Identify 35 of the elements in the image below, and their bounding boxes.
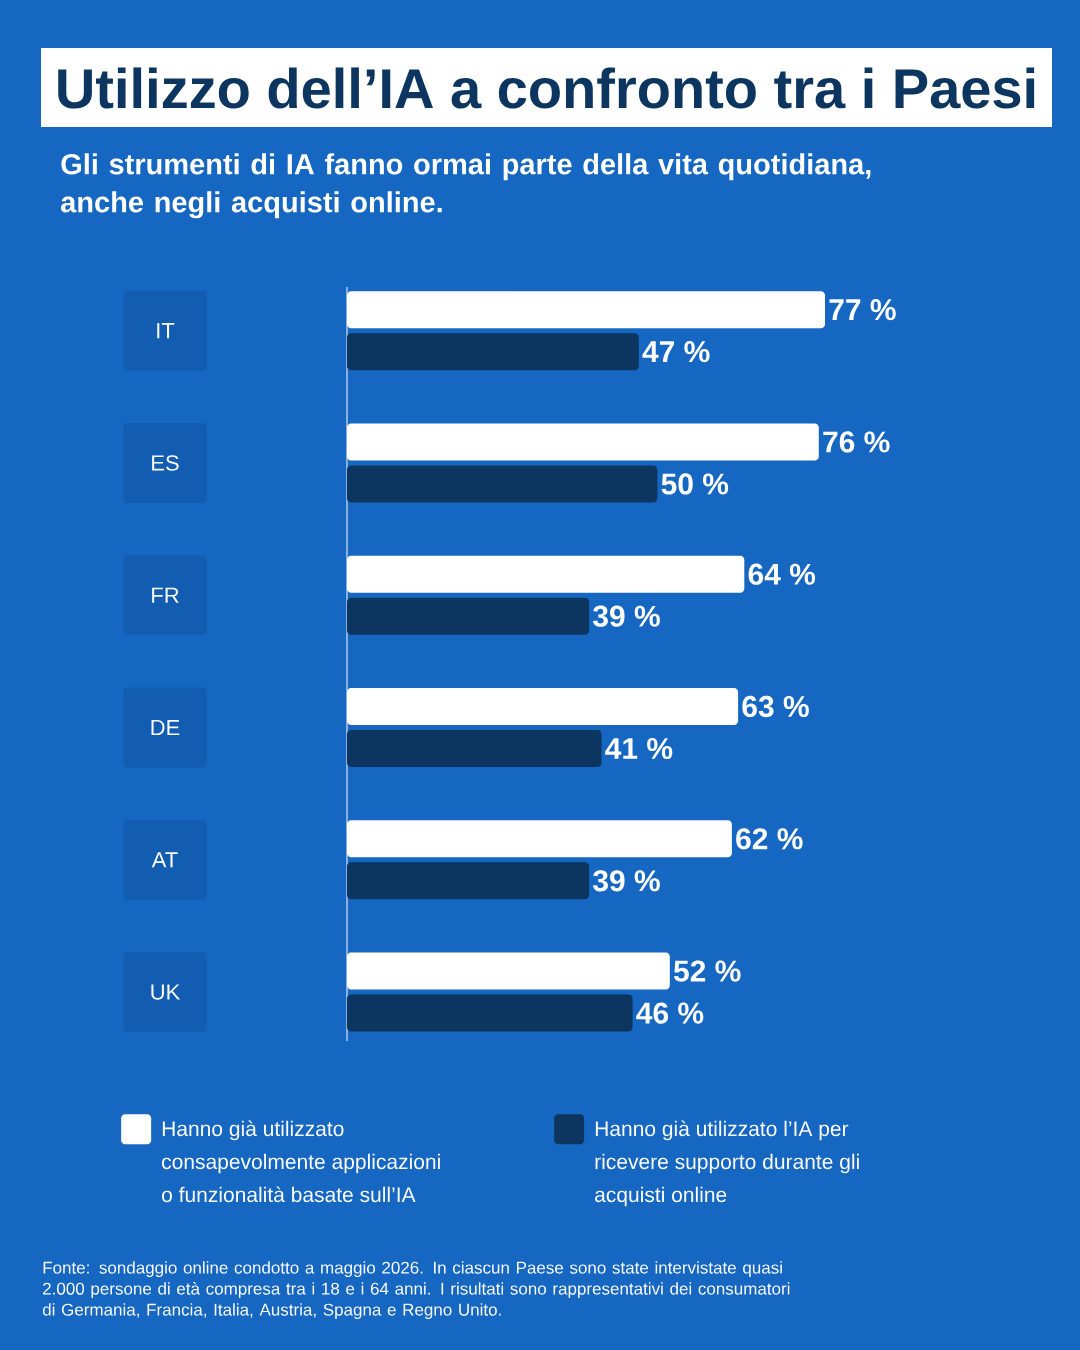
data-label: 62 % (736, 828, 803, 850)
bar (347, 423, 819, 461)
bar (347, 994, 633, 1032)
y-tick-label: ES (152, 455, 179, 471)
data-label: 64 % (748, 563, 816, 585)
y-tick-label: AT (151, 852, 178, 868)
data-label: 39 % (593, 870, 660, 892)
legend-label: Hanno già utilizzato consapevolmente applicazioni o funzionalità basate sull’IA (162, 1120, 440, 1203)
bar (347, 952, 670, 990)
data-label: 76 % (823, 431, 890, 453)
y-tick-label: FR (152, 587, 179, 603)
legend-label: Hanno già utilizzato l’IA per ricevere supporto durante gli acquisti online (595, 1120, 859, 1207)
data-label: 52 % (673, 960, 741, 982)
source-note: Fonte: sondaggio online condotto a maggio 2026. In ciascun Paese sono state intervistate quasi 2.000 persone di età compresa tra i 18 e i 64 anni. I risultati sono rappresentativi dei consumatori di Germania, Francia, Italia, Austria, Spagna e Regno Unito. (42, 1261, 790, 1320)
bar (347, 555, 745, 593)
chart-title: Utilizzo dell’IA a confronto tra i Paesi (58, 67, 1035, 109)
y-tick-label: DE (151, 719, 180, 736)
bar (347, 730, 602, 768)
data-label: 47 % (642, 341, 710, 363)
bar (347, 862, 590, 900)
data-label: 50 % (661, 473, 729, 495)
bar (347, 820, 732, 858)
bar (347, 291, 825, 329)
data-label: 77 % (829, 299, 896, 321)
bar (347, 688, 739, 726)
y-tick-label: UK (151, 984, 181, 1000)
data-label: 63 % (742, 695, 809, 718)
data-label: 39 % (593, 605, 660, 627)
y-tick-label: IT (157, 323, 175, 339)
chart-subtitle: Gli strumenti di IA fanno ormai parte della vita quotidiana, anche negli acquisti online. (61, 153, 871, 219)
data-label: 41 % (605, 737, 673, 760)
bar (347, 333, 639, 371)
bar (347, 597, 590, 635)
data-label: 46 % (636, 1002, 704, 1024)
bar (347, 465, 658, 503)
